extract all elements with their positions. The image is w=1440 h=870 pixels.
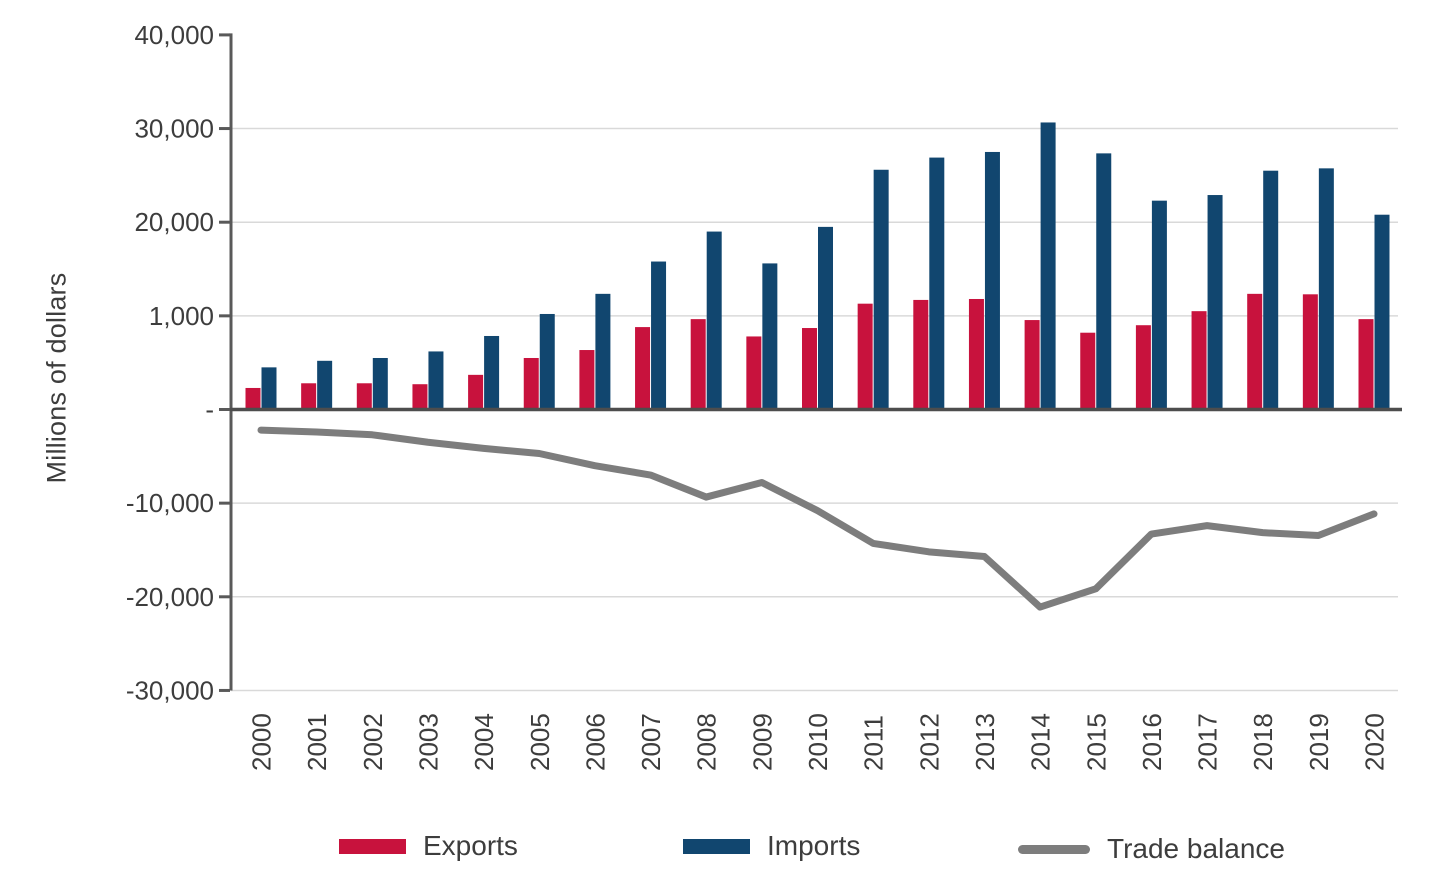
bar-exports-2011 — [857, 303, 873, 410]
year-label-2008: 2008 — [692, 713, 722, 771]
bar-imports-2012 — [929, 157, 945, 410]
bar-exports-2012 — [913, 299, 929, 410]
y-tick-label-20000: 20,000 — [134, 207, 214, 237]
year-label-2015: 2015 — [1081, 713, 1111, 771]
imports-bars — [261, 122, 1390, 410]
bar-imports-2003 — [428, 351, 444, 410]
year-label-2017: 2017 — [1193, 713, 1223, 771]
bar-exports-2009 — [746, 336, 762, 410]
y-tick-label--10000: -10,000 — [126, 488, 214, 518]
bar-imports-2007 — [651, 261, 667, 410]
bar-imports-2017 — [1207, 195, 1223, 410]
legend-item-imports: Imports — [683, 830, 860, 862]
bar-exports-2014 — [1024, 320, 1040, 410]
bar-imports-2008 — [706, 231, 722, 410]
exports-legend-label: Exports — [423, 830, 518, 861]
bar-imports-2006 — [595, 293, 611, 410]
bar-exports-2005 — [523, 357, 539, 410]
y-tick-label-40000: 40,000 — [134, 20, 214, 50]
gridlines — [231, 127, 1398, 692]
bar-exports-2019 — [1302, 294, 1318, 410]
bar-imports-2005 — [539, 313, 555, 410]
year-label-2001: 2001 — [302, 713, 332, 771]
year-label-2020: 2020 — [1360, 713, 1390, 771]
legend-item-exports: Exports — [339, 830, 518, 862]
exports-bars — [245, 293, 1374, 410]
y-tick-label-10000: 1,000 — [149, 301, 214, 331]
y-axis-title: Millions of dollars — [41, 272, 72, 484]
bar-imports-2019 — [1318, 168, 1334, 410]
bar-exports-2001 — [301, 383, 317, 410]
trade-balance-legend-label: Trade balance — [1107, 833, 1285, 864]
year-label-2014: 2014 — [1026, 713, 1056, 771]
bar-exports-2017 — [1191, 311, 1207, 410]
bar-imports-2018 — [1263, 170, 1279, 410]
bar-imports-2009 — [762, 263, 778, 410]
bar-imports-2010 — [818, 226, 833, 410]
bar-imports-2002 — [372, 357, 388, 410]
year-label-2013: 2013 — [970, 713, 1000, 771]
year-label-2016: 2016 — [1137, 713, 1167, 771]
bar-exports-2000 — [245, 387, 261, 410]
y-tick-label-0: - — [205, 395, 214, 425]
bar-imports-2011 — [873, 169, 889, 410]
year-label-2012: 2012 — [914, 713, 944, 771]
year-label-2011: 2011 — [859, 715, 889, 771]
year-label-2006: 2006 — [580, 713, 610, 771]
bar-imports-2004 — [484, 335, 500, 410]
bar-imports-2014 — [1040, 122, 1056, 410]
imports-legend-label: Imports — [767, 830, 861, 861]
y-tick-label--30000: -30,000 — [126, 675, 214, 705]
y-axis — [219, 33, 233, 692]
year-label-2002: 2002 — [358, 713, 388, 771]
year-label-2009: 2009 — [747, 713, 777, 771]
y-tick-label--20000: -20,000 — [126, 582, 214, 612]
bar-exports-2004 — [468, 374, 484, 410]
bar-exports-2020 — [1358, 319, 1374, 410]
bar-imports-2000 — [261, 367, 277, 410]
bar-exports-2013 — [968, 298, 984, 410]
bar-imports-2016 — [1151, 200, 1167, 410]
exports-swatch — [339, 838, 406, 854]
bar-imports-2015 — [1096, 153, 1112, 410]
year-label-2000: 2000 — [247, 713, 277, 771]
bar-exports-2003 — [412, 384, 428, 410]
bar-exports-2015 — [1080, 332, 1096, 410]
year-label-2003: 2003 — [413, 713, 443, 771]
legend-item-trade-balance: Trade balance — [1018, 833, 1285, 865]
y-tick-labels: 40,000 30,000 20,000 1,000 - -10,000 -20,000 -3… — [126, 20, 214, 706]
imports-swatch — [683, 838, 750, 854]
bar-exports-2002 — [356, 383, 372, 410]
year-label-2019: 2019 — [1304, 713, 1334, 771]
year-label-2005: 2005 — [525, 713, 555, 771]
bar-exports-2007 — [635, 327, 651, 410]
y-tick-label-30000: 30,000 — [134, 114, 214, 144]
bar-exports-2016 — [1135, 325, 1151, 410]
year-label-2010: 2010 — [803, 713, 833, 771]
bar-exports-2010 — [802, 328, 817, 410]
bar-exports-2008 — [690, 319, 706, 410]
bar-exports-2006 — [579, 350, 595, 410]
bar-exports-2018 — [1247, 293, 1263, 410]
x-tick-labels: 2000 2001 2002 2003 2004 2005 2006 2007 2008 2009… — [247, 713, 1390, 771]
year-label-2007: 2007 — [636, 713, 666, 771]
bar-imports-2001 — [317, 360, 333, 410]
trade-balance-line — [257, 426, 1378, 611]
bar-imports-2013 — [984, 151, 1000, 410]
year-label-2004: 2004 — [469, 713, 499, 771]
bar-imports-2020 — [1374, 214, 1390, 410]
trade-balance-swatch — [1018, 844, 1090, 854]
year-label-2018: 2018 — [1248, 713, 1278, 771]
